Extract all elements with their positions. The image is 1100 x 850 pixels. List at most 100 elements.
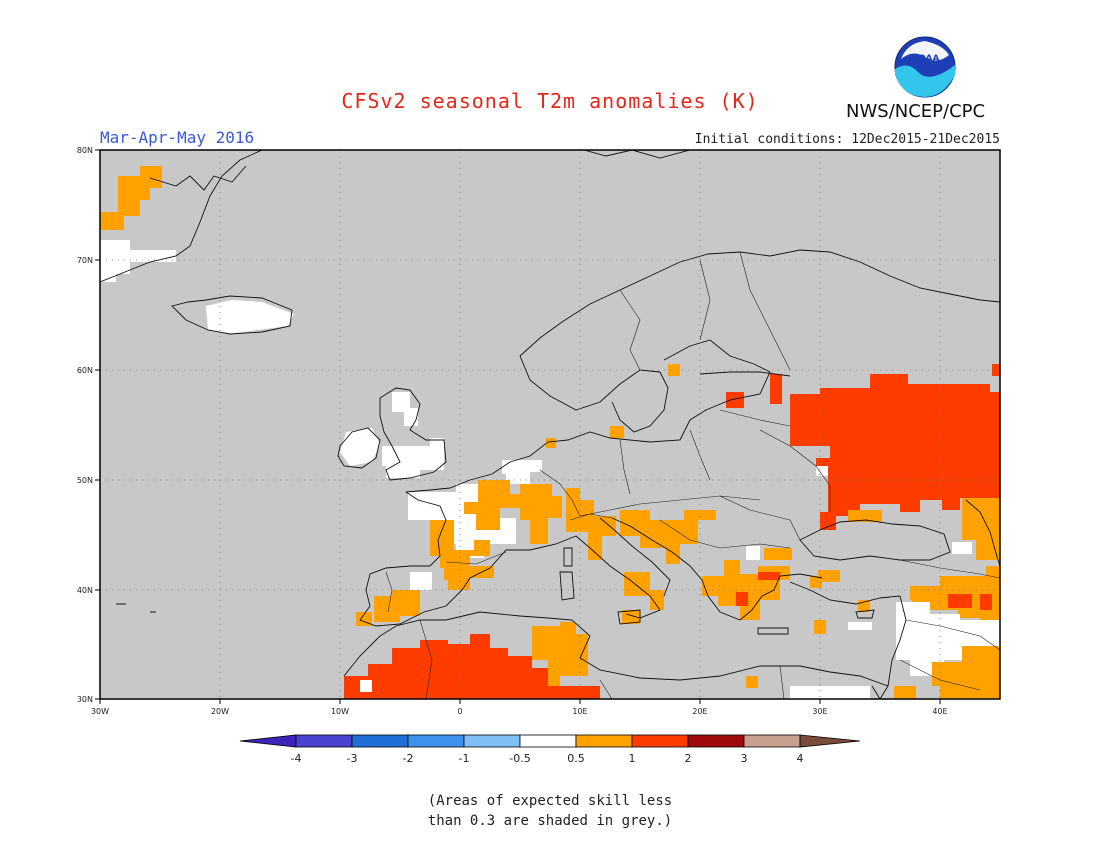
anomaly-region-west-turkey-orange bbox=[814, 620, 826, 634]
border-saudi bbox=[899, 659, 981, 691]
anomaly-region-turkey-orange-2 bbox=[810, 576, 822, 588]
noaa-logo-text: NOAA bbox=[911, 54, 940, 64]
x-tick-label: 10W bbox=[331, 707, 349, 716]
border-sweden-finland bbox=[699, 259, 711, 341]
x-tick-label: 30W bbox=[91, 707, 109, 716]
border-libya-egypt bbox=[779, 665, 785, 699]
colorbar-labels: -4 -3 -2 -1 -0.5 0.5 1 2 3 4 bbox=[291, 752, 804, 765]
x-tick-label: 20W bbox=[211, 707, 229, 716]
anomaly-region-levant-red-2 bbox=[980, 594, 992, 610]
anomaly-region-england-white bbox=[382, 438, 444, 478]
border-belarus bbox=[719, 409, 791, 427]
noaa-logo: NOAA bbox=[894, 36, 956, 98]
colorbar-label: -3 bbox=[347, 752, 358, 765]
anomaly-region-netherlands-orange bbox=[546, 438, 556, 448]
anomaly-region-mideast-white bbox=[896, 602, 1000, 676]
anomaly-region-blacksea-orange bbox=[848, 510, 882, 522]
coastline-greece bbox=[751, 573, 823, 611]
y-tick-label: 50N bbox=[77, 476, 93, 485]
anomaly-region-andalusia-orange bbox=[356, 612, 372, 626]
anomaly-region-arabia-orange bbox=[932, 646, 1000, 699]
coastline-cyprus bbox=[855, 609, 875, 619]
colorbar-segment-1-2 bbox=[631, 734, 689, 748]
border-spain-portugal bbox=[385, 571, 393, 613]
border-norway-sweden bbox=[619, 289, 641, 371]
anomaly-region-aegean-red bbox=[758, 572, 780, 580]
coastline-levant bbox=[879, 595, 907, 699]
coastline-sardinia bbox=[559, 571, 575, 601]
coastline-europe-north bbox=[405, 431, 631, 493]
colorbar-label: 0.5 bbox=[567, 752, 585, 765]
colorbar-segment-3-4 bbox=[743, 734, 801, 748]
border-ukraine-russia bbox=[759, 429, 831, 512]
anomaly-region-balkans-white bbox=[746, 546, 760, 560]
anomaly-region-caucasus-white bbox=[952, 542, 972, 554]
country-borders bbox=[385, 251, 1000, 699]
coastline-north-africa bbox=[343, 611, 889, 687]
coastline-turkey bbox=[789, 581, 901, 605]
colorbar-label: -1 bbox=[459, 752, 470, 765]
anomaly-region-gibraltar-white bbox=[410, 572, 432, 590]
coastline-azores bbox=[116, 603, 156, 613]
coastline-ireland bbox=[337, 427, 381, 469]
anomaly-region-baltic-red bbox=[726, 392, 744, 408]
anomaly-region-uk-white bbox=[392, 392, 418, 426]
anomaly-region-libya-orange bbox=[746, 676, 758, 688]
map-frame bbox=[99, 149, 1001, 700]
coastline-greenland bbox=[100, 150, 263, 283]
anomaly-region-bulgaria-orange bbox=[764, 548, 792, 560]
colorbar-label: -4 bbox=[291, 752, 302, 765]
anomaly-region-turkey-orange bbox=[818, 570, 840, 582]
map-title: CFSv2 seasonal T2m anomalies (K) bbox=[341, 89, 759, 113]
coastlines bbox=[100, 150, 1000, 699]
anomaly-region-morocco-white bbox=[360, 680, 372, 692]
initial-conditions: Initial conditions: 12Dec2015-21Dec2015 bbox=[694, 132, 1000, 147]
y-tick-label: 70N bbox=[77, 256, 93, 265]
border-morocco-algeria bbox=[419, 619, 433, 699]
border-germany-poland bbox=[619, 439, 631, 495]
border-romania bbox=[719, 495, 801, 541]
x-tick-label: 0 bbox=[457, 707, 462, 716]
skill-note: (Areas of expected skill less than 0.3 a… bbox=[0, 791, 1100, 831]
coastline-svalbard bbox=[583, 150, 691, 159]
colorbar-segment-2-3 bbox=[687, 734, 745, 748]
coastline-sweden bbox=[611, 371, 669, 433]
anomaly-region-iberia-orange bbox=[374, 590, 420, 622]
coastline-caspian bbox=[965, 499, 1000, 567]
coastline-corsica bbox=[563, 547, 573, 567]
colorbar-label: -2 bbox=[403, 752, 414, 765]
anomaly-region-russia-red-tip bbox=[992, 364, 1000, 376]
border-alps bbox=[569, 513, 613, 521]
border-turkey-east bbox=[899, 559, 1000, 579]
border-central-europe bbox=[579, 495, 761, 517]
colorbar-label: 3 bbox=[741, 752, 748, 765]
anomaly-region-levant-red bbox=[948, 594, 972, 608]
coastline-red-sea bbox=[871, 685, 881, 699]
x-tick-label: 30E bbox=[812, 707, 827, 716]
anomaly-region-arabia-orange-2 bbox=[894, 686, 916, 699]
anomaly-region-tunisia-orange bbox=[532, 622, 588, 686]
colorbar-label: 1 bbox=[629, 752, 636, 765]
coastline-black-sea bbox=[799, 519, 951, 561]
anomaly-region-balkans-orange bbox=[620, 510, 716, 564]
anomaly-region-russia-red bbox=[770, 374, 1000, 530]
x-tick-label: 10E bbox=[572, 707, 587, 716]
coastline-britain bbox=[379, 387, 447, 481]
colorbar-label: 4 bbox=[797, 752, 804, 765]
anomaly-region-ireland-white bbox=[340, 428, 380, 466]
colorbar-segment-neg4-neg3 bbox=[295, 734, 353, 748]
anomaly-region-iceland-white bbox=[206, 300, 294, 334]
border-syria-iraq bbox=[905, 619, 1000, 651]
anomaly-region-crete-white bbox=[848, 622, 872, 630]
border-algeria-libya bbox=[599, 679, 613, 699]
anomaly-region-caucasus-orange bbox=[962, 498, 1000, 560]
coastline-france-west bbox=[405, 491, 447, 567]
anomaly-region-alps-orange bbox=[566, 488, 616, 560]
coastline-med-north bbox=[529, 535, 661, 619]
anomaly-shading bbox=[100, 166, 1000, 699]
colorbar-segment-neg05-05 bbox=[519, 734, 577, 748]
colorbar-segment-neg2-neg1 bbox=[407, 734, 465, 748]
colorbar-label: -0.5 bbox=[509, 752, 530, 765]
coastline-italy-east bbox=[599, 517, 671, 597]
